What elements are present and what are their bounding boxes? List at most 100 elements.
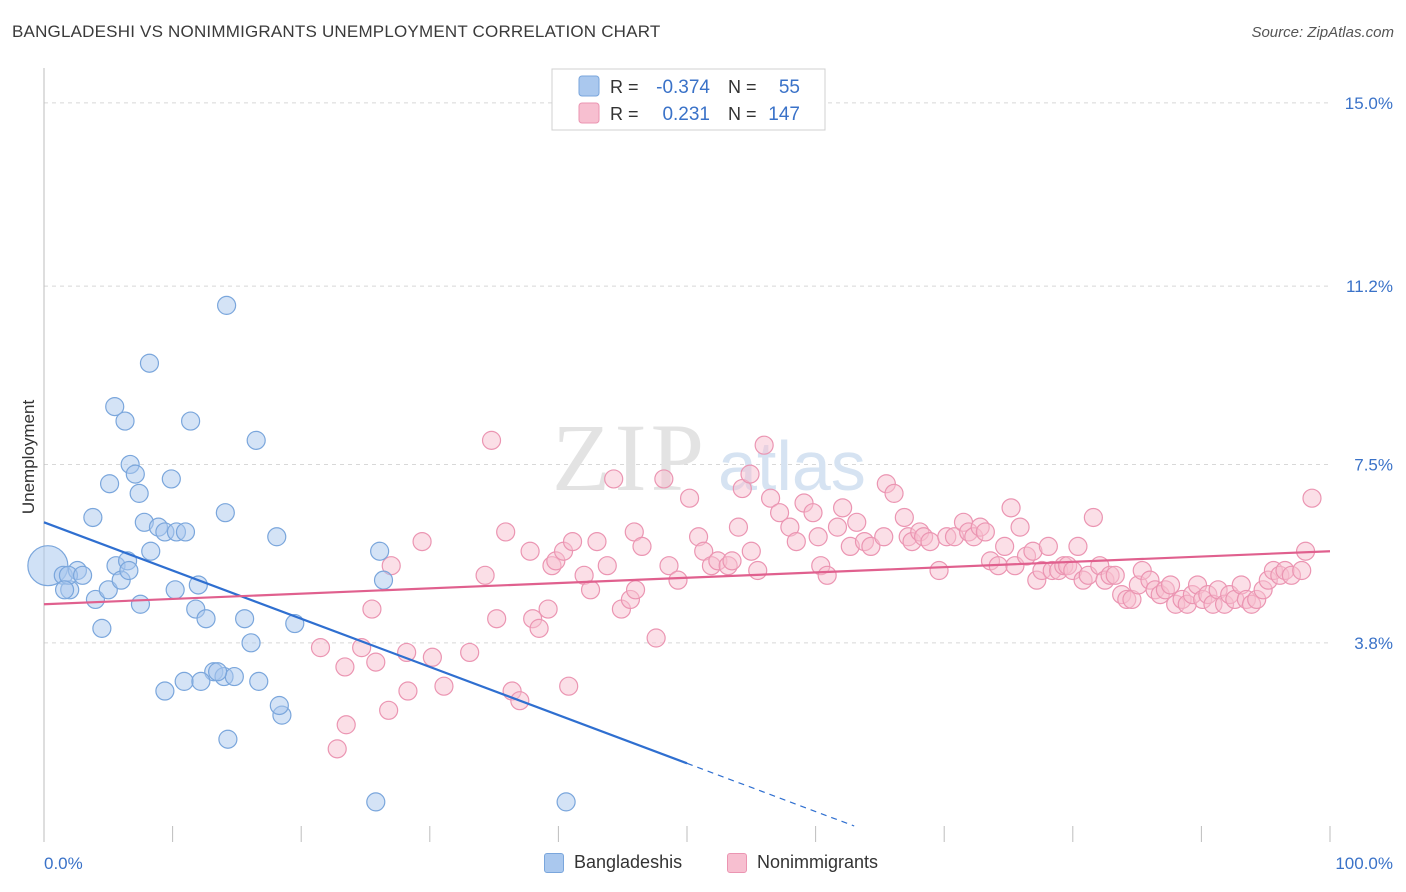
bangladeshi-point — [72, 565, 93, 585]
y-tick-label: 15.0% — [1345, 94, 1393, 113]
nonimmigrant-point — [335, 657, 355, 677]
nonimmigrant-point — [679, 488, 700, 508]
bangladeshi-point — [174, 671, 194, 691]
nonimmigrant-point — [975, 522, 995, 542]
legend-r-label-blue: R = — [610, 77, 639, 97]
bangladeshi-point — [208, 662, 228, 682]
nonimmigrant-point — [929, 560, 949, 581]
bangladeshi-point — [215, 503, 235, 523]
nonimmigrant-point — [1001, 498, 1021, 518]
nonimmigrant-point — [1160, 575, 1181, 595]
nonimmigrant-point — [668, 570, 688, 590]
nonimmigrant-point — [760, 488, 781, 508]
nonimmigrant-point — [604, 469, 624, 489]
nonimmigrant-point — [625, 580, 646, 600]
nonimmigrant-point — [754, 435, 774, 455]
bangladeshi-point — [83, 507, 103, 528]
bangladeshi-point — [99, 474, 120, 494]
bangladeshi-point — [161, 469, 181, 489]
nonimmigrant-point — [827, 517, 848, 537]
nonimmigrant-point — [803, 503, 823, 523]
y-tick-label: 7.5% — [1354, 455, 1393, 474]
nonimmigrant-point — [741, 541, 761, 561]
nonimmigrant-point — [884, 483, 904, 503]
nonimmigrant-point — [496, 522, 516, 542]
nonimmigrant-point — [587, 531, 607, 552]
bangladeshi-point — [373, 570, 394, 590]
bangladeshi-point — [235, 609, 255, 629]
nonimmigrant-point — [422, 647, 442, 667]
bangladeshi-point — [191, 671, 211, 691]
bangladeshi-trend-extension — [686, 762, 855, 827]
nonimmigrant-point — [362, 599, 382, 619]
nonimmigrant-point — [920, 531, 940, 552]
bangladeshi-point — [139, 353, 160, 373]
nonimmigrant-point — [310, 638, 331, 658]
bangladeshi-point — [241, 633, 261, 653]
nonimmigrant-point — [833, 498, 853, 518]
stats-legend: R = -0.374 N = 55 R = 0.231 N = 147 — [551, 68, 826, 131]
bangladeshi-point — [188, 575, 208, 595]
nonimmigrant-point — [995, 536, 1015, 557]
legend-r-label-pink: R = — [610, 104, 639, 124]
bangladeshi-point — [269, 695, 289, 716]
bangladeshi-point — [85, 589, 106, 610]
bangladeshi-point — [175, 522, 196, 542]
nonimmigrant-point — [1038, 536, 1058, 557]
nonimmigrants-points — [310, 430, 1322, 759]
bangladeshi-point — [217, 295, 237, 315]
bangladeshi-point — [155, 681, 175, 701]
legend-swatch-pink — [578, 102, 600, 124]
nonimmigrant-point — [740, 464, 760, 484]
nonimmigrant-point — [728, 517, 749, 537]
bangladeshi-point — [165, 580, 185, 600]
nonimmigrant-point — [336, 715, 356, 735]
y-axis-label: Unemployment — [19, 400, 38, 515]
x-tick-label: 100.0% — [1335, 854, 1393, 873]
legend-r-value-pink: 0.231 — [662, 104, 710, 125]
axes — [43, 68, 1331, 842]
nonimmigrant-point — [559, 676, 579, 696]
bangladeshi-point — [130, 594, 151, 614]
bangladeshi-point — [196, 609, 216, 629]
nonimmigrant-point — [460, 642, 480, 663]
nonimmigrant-point — [1302, 488, 1322, 508]
nonimmigrant-point — [817, 565, 837, 585]
legend-n-label-blue: N = — [728, 77, 757, 97]
nonimmigrant-point — [894, 507, 914, 528]
bangladeshi-point — [125, 464, 145, 484]
grid-lines — [44, 102, 1330, 644]
legend-swatch-blue — [578, 75, 600, 97]
trend-lines — [43, 521, 1331, 827]
nonimmigrant-point — [1083, 507, 1103, 528]
bangladeshi-point — [370, 541, 390, 561]
legend-item-nonimmigrants[interactable]: Nonimmigrants — [727, 852, 878, 873]
y-tick-label: 3.8% — [1354, 634, 1393, 653]
bangladeshi-point — [224, 666, 244, 687]
bangladeshi-point — [92, 618, 112, 638]
bangladeshis-points — [27, 295, 576, 812]
nonimmigrant-point — [659, 556, 679, 576]
nonimmigrant-point — [520, 541, 540, 561]
nonimmigrant-point — [487, 609, 507, 629]
bangladeshi-point — [267, 527, 287, 547]
legend-swatch-bangladeshis — [544, 852, 564, 873]
nonimmigrant-point — [874, 527, 894, 547]
bangladeshi-point — [181, 411, 201, 431]
nonimmigrant-point — [646, 628, 666, 648]
nonimmigrant-point — [808, 527, 828, 547]
legend-label-nonimmigrants: Nonimmigrants — [757, 852, 879, 872]
nonimmigrant-point — [562, 531, 583, 552]
nonimmigrant-point — [1010, 517, 1030, 537]
nonimmigrant-point — [412, 531, 432, 552]
source-label: Source: ZipAtlas.com — [1251, 24, 1394, 41]
y-tick-label: 11.2% — [1346, 277, 1393, 296]
nonimmigrant-point — [786, 531, 806, 552]
legend-label-bangladeshis: Bangladeshis — [574, 852, 683, 872]
legend-r-value-blue: -0.374 — [656, 77, 710, 98]
bangladeshi-point — [119, 560, 139, 581]
nonimmigrant-point — [597, 556, 617, 576]
legend-item-bangladeshis[interactable]: Bangladeshis — [544, 852, 682, 873]
x-tick-label: 0.0% — [44, 854, 83, 873]
bangladeshi-point — [556, 792, 576, 812]
